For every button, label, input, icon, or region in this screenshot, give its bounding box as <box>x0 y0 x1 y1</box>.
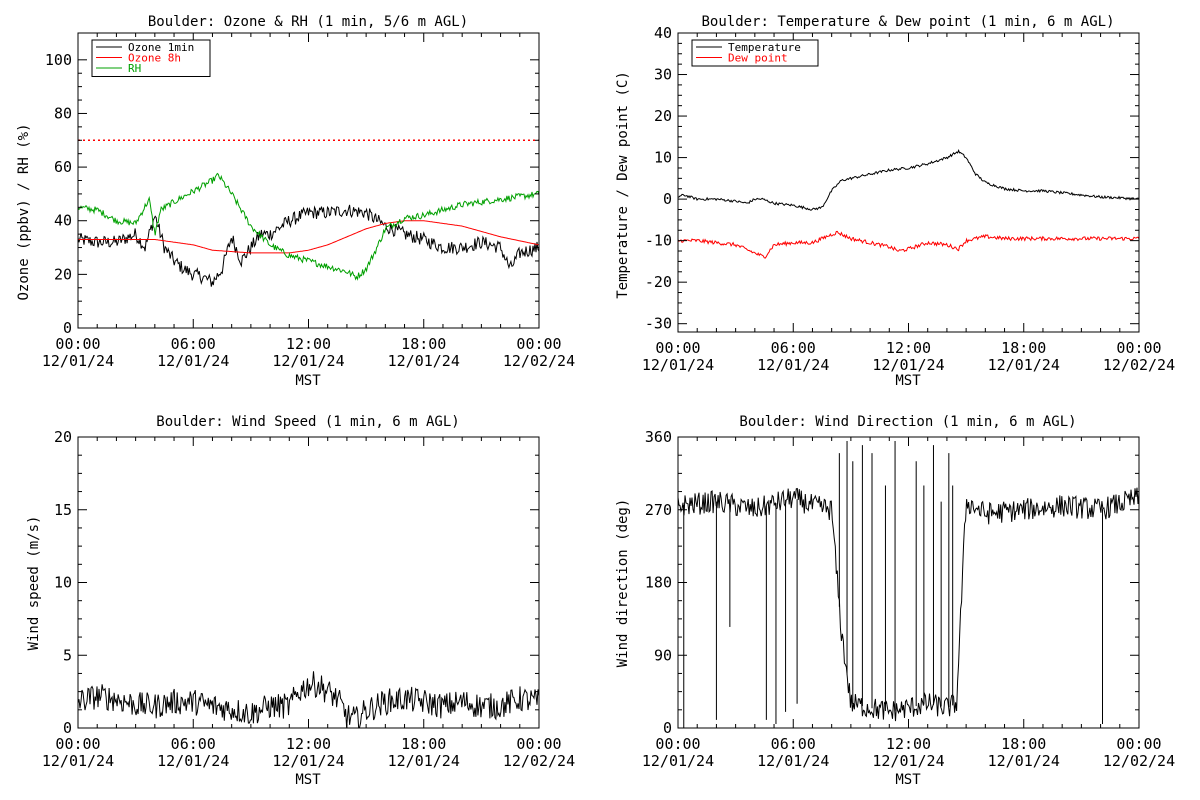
x-tick-label-date: 12/01/24 <box>272 752 344 770</box>
x-tick-label-time: 00:00 <box>655 339 700 357</box>
y-tick-label: 5 <box>63 646 72 664</box>
y-axis-label: Ozone (ppbv) / RH (%) <box>16 123 32 300</box>
y-tick-label: 30 <box>654 66 672 84</box>
x-axis-label: MST <box>895 373 921 389</box>
chart-title: Boulder: Temperature & Dew point (1 min,… <box>701 14 1114 30</box>
y-tick-label: 15 <box>54 501 72 519</box>
x-tick-label-time: 00:00 <box>1116 735 1161 753</box>
plot-frame <box>677 436 1140 729</box>
y-tick-label: 0 <box>663 190 672 208</box>
panel-wind-speed: Boulder: Wind Speed (1 min, 6 m AGL) Win… <box>26 414 575 788</box>
series-line-main <box>78 671 539 728</box>
plot-frame <box>677 32 1140 333</box>
legend-box <box>691 39 819 67</box>
y-tick-label: 80 <box>54 104 72 122</box>
plot-frame <box>77 436 540 729</box>
x-tick-label-date: 12/02/24 <box>1103 356 1175 374</box>
series-line-ozone-8h <box>78 220 539 254</box>
x-tick-label-time: 06:00 <box>171 735 216 753</box>
x-tick-label-date: 12/02/24 <box>503 352 575 370</box>
x-tick-label-date: 12/01/24 <box>872 752 944 770</box>
x-tick-label-time: 18:00 <box>401 335 446 353</box>
x-tick-label-date: 12/01/24 <box>757 356 829 374</box>
y-tick-label: 270 <box>645 501 672 519</box>
x-tick-label-date: 12/01/24 <box>872 356 944 374</box>
x-tick-label-date: 12/01/24 <box>42 752 114 770</box>
chart-title: Boulder: Ozone & RH (1 min, 5/6 m AGL) <box>148 14 468 30</box>
x-tick-label-time: 00:00 <box>55 335 100 353</box>
y-tick-label: 10 <box>54 574 72 592</box>
x-tick-label-time: 12:00 <box>286 335 331 353</box>
legend-label: RH <box>128 62 141 75</box>
chart-title: Boulder: Wind Direction (1 min, 6 m AGL) <box>739 414 1076 430</box>
x-tick-label-date: 12/01/24 <box>388 752 460 770</box>
x-tick-label-date: 12/02/24 <box>1103 752 1175 770</box>
y-axis-label: Temperature / Dew point (C) <box>615 71 631 299</box>
y-tick-label: 10 <box>654 149 672 167</box>
x-tick-label-date: 12/01/24 <box>157 352 229 370</box>
x-tick-label-time: 00:00 <box>516 335 561 353</box>
x-tick-label-time: 06:00 <box>771 735 816 753</box>
y-tick-label: 90 <box>654 646 672 664</box>
x-tick-label-date: 12/01/24 <box>642 752 714 770</box>
x-tick-label-date: 12/01/24 <box>272 352 344 370</box>
panel-ozone-rh: Boulder: Ozone & RH (1 min, 5/6 m AGL) O… <box>16 14 575 389</box>
x-tick-label-date: 12/01/24 <box>388 352 460 370</box>
x-axis-label: MST <box>295 772 321 788</box>
y-tick-label: 20 <box>54 265 72 283</box>
x-tick-label-time: 18:00 <box>1001 735 1046 753</box>
y-tick-label: 360 <box>645 428 672 446</box>
x-axis-label: MST <box>895 772 921 788</box>
y-tick-label: 180 <box>645 574 672 592</box>
legend-label: Dew point <box>728 52 788 65</box>
legend-label: Temperature <box>728 41 801 54</box>
panel-wind-direction: Boulder: Wind Direction (1 min, 6 m AGL)… <box>615 414 1175 788</box>
y-axis-label: Wind speed (m/s) <box>26 516 42 651</box>
series-line-main <box>678 487 1139 722</box>
y-axis-label: Wind direction (deg) <box>615 499 631 668</box>
x-tick-label-date: 12/01/24 <box>988 356 1060 374</box>
x-tick-label-date: 12/01/24 <box>988 752 1060 770</box>
legend-box <box>91 39 211 77</box>
chart-title: Boulder: Wind Speed (1 min, 6 m AGL) <box>156 414 459 430</box>
x-tick-label-time: 00:00 <box>1116 339 1161 357</box>
series-line-dew-point <box>678 230 1139 259</box>
x-tick-label-time: 00:00 <box>55 735 100 753</box>
y-tick-label: 0 <box>663 719 672 737</box>
y-tick-label: 60 <box>54 158 72 176</box>
series-line-temperature <box>678 149 1139 211</box>
x-tick-label-time: 18:00 <box>401 735 446 753</box>
x-tick-label-time: 12:00 <box>886 735 931 753</box>
x-tick-label-date: 12/01/24 <box>757 752 829 770</box>
x-tick-label-time: 12:00 <box>886 339 931 357</box>
x-tick-label-time: 18:00 <box>1001 339 1046 357</box>
y-tick-label: 40 <box>54 212 72 230</box>
y-tick-label: -20 <box>645 273 672 291</box>
x-tick-label-time: 00:00 <box>655 735 700 753</box>
legend-label: Ozone 1min <box>128 41 194 54</box>
x-tick-label-time: 06:00 <box>771 339 816 357</box>
y-tick-label: 100 <box>45 51 72 69</box>
y-tick-label: -30 <box>645 315 672 333</box>
legend-label: Ozone 8h <box>128 52 181 65</box>
x-tick-label-time: 06:00 <box>171 335 216 353</box>
x-tick-label-date: 12/02/24 <box>503 752 575 770</box>
x-tick-label-date: 12/01/24 <box>642 356 714 374</box>
x-tick-label-date: 12/01/24 <box>42 352 114 370</box>
y-tick-label: 20 <box>54 428 72 446</box>
x-tick-label-time: 00:00 <box>516 735 561 753</box>
x-axis-label: MST <box>295 373 321 389</box>
x-tick-label-date: 12/01/24 <box>157 752 229 770</box>
y-tick-label: 40 <box>654 24 672 42</box>
series-line-ozone-1min <box>78 204 539 287</box>
x-tick-label-time: 12:00 <box>286 735 331 753</box>
y-tick-label: 0 <box>63 719 72 737</box>
y-tick-label: 0 <box>63 319 72 337</box>
panel-temperature-dewpoint: Boulder: Temperature & Dew point (1 min,… <box>615 14 1175 389</box>
y-tick-label: 20 <box>654 107 672 125</box>
y-tick-label: -10 <box>645 232 672 250</box>
series-line-rh <box>78 172 539 281</box>
plot-frame <box>77 32 540 329</box>
